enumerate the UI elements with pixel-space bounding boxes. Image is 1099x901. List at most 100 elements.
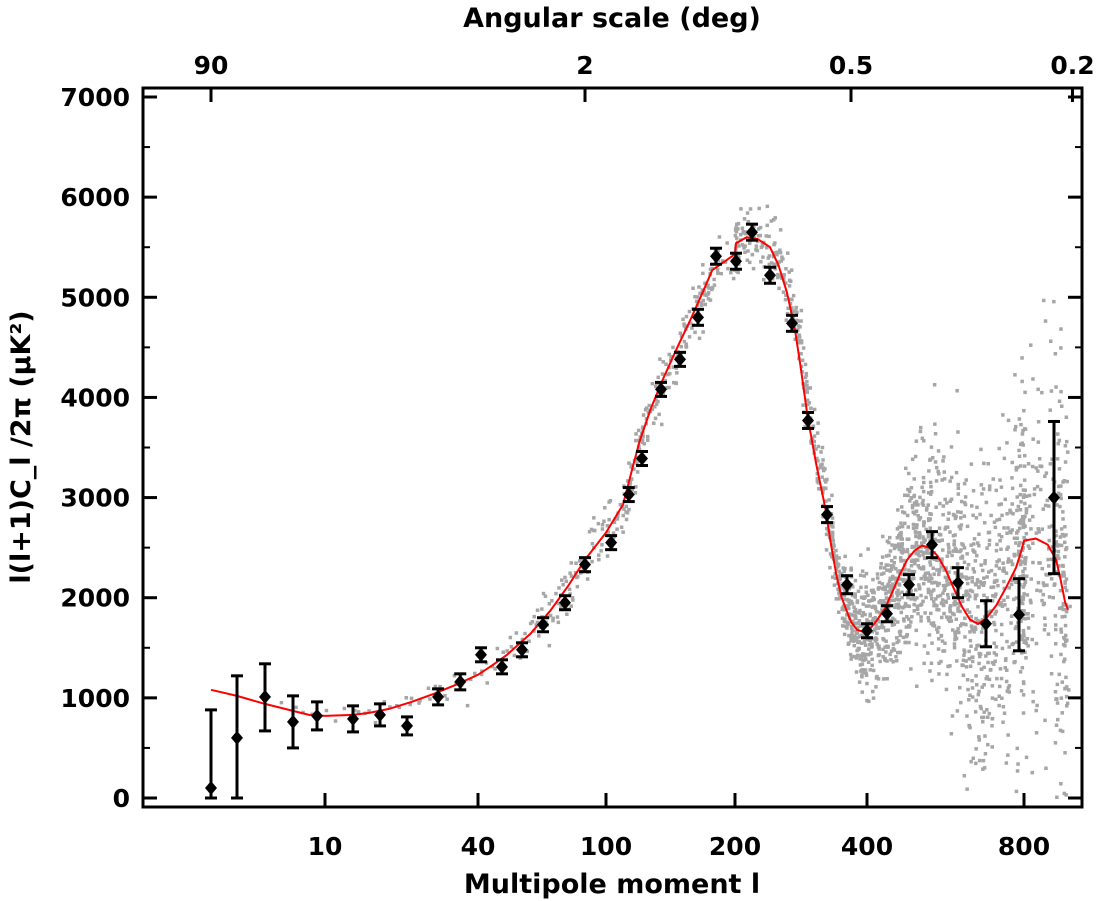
raw-data-dot <box>805 390 809 394</box>
raw-data-dot <box>895 591 899 595</box>
raw-data-dot <box>877 586 881 590</box>
raw-data-dot <box>886 582 890 586</box>
raw-data-dot <box>1031 541 1035 546</box>
raw-data-dot <box>948 664 952 668</box>
raw-data-dot <box>907 537 911 541</box>
raw-data-dot <box>605 554 610 558</box>
raw-data-dot <box>1045 498 1050 503</box>
raw-data-dot <box>916 611 920 616</box>
data-marker <box>347 711 359 726</box>
raw-data-dot <box>912 576 916 581</box>
raw-data-dot <box>929 593 933 597</box>
raw-data-dot <box>666 372 670 377</box>
raw-data-dot <box>1000 696 1004 700</box>
raw-data-dot <box>914 499 919 504</box>
raw-data-dot <box>1055 503 1059 507</box>
raw-data-dot <box>710 287 714 291</box>
raw-data-dot <box>952 645 957 650</box>
raw-data-dot <box>621 530 625 534</box>
raw-data-dot <box>618 502 623 507</box>
raw-data-dot <box>576 574 580 579</box>
raw-data-dot <box>883 656 887 661</box>
raw-data-dot <box>784 318 789 322</box>
raw-data-dot <box>980 492 984 496</box>
raw-data-dot <box>1022 493 1026 497</box>
raw-data-dot <box>1064 793 1068 797</box>
raw-data-dot <box>1011 577 1015 582</box>
raw-data-dot <box>528 621 533 626</box>
data-marker <box>841 577 853 592</box>
raw-data-dot <box>938 567 942 572</box>
raw-data-dot <box>428 697 432 701</box>
raw-data-dot <box>1004 679 1009 684</box>
binned-point <box>926 530 938 560</box>
raw-data-dot <box>875 674 879 679</box>
raw-data-dot <box>999 485 1004 489</box>
raw-data-dot <box>895 659 899 663</box>
raw-data-dot <box>986 462 990 466</box>
raw-data-dot <box>863 668 868 672</box>
raw-data-dot <box>650 381 655 386</box>
raw-data-dot <box>656 399 660 404</box>
raw-data-dot <box>834 548 838 553</box>
raw-data-dot <box>443 693 447 698</box>
raw-data-dot <box>866 660 871 664</box>
raw-data-dot <box>1005 607 1010 612</box>
raw-data-dot <box>898 556 903 560</box>
raw-data-dot <box>910 615 914 619</box>
raw-data-dot <box>937 637 941 641</box>
raw-data-dot <box>723 260 728 264</box>
raw-data-dot <box>919 567 924 571</box>
raw-data-dot <box>911 522 916 527</box>
raw-data-dot <box>1006 545 1010 549</box>
raw-data-dot <box>667 385 671 390</box>
raw-data-dot <box>1022 582 1027 587</box>
raw-data-dot <box>912 561 917 566</box>
raw-data-dot <box>1018 492 1022 497</box>
raw-data-dot <box>843 617 847 621</box>
raw-data-dot <box>914 531 918 535</box>
raw-data-dot <box>979 630 984 634</box>
raw-data-dot <box>1042 298 1046 303</box>
raw-data-dot <box>1015 536 1019 540</box>
raw-data-dot <box>1010 460 1014 465</box>
raw-data-dot <box>886 628 890 632</box>
raw-data-dot <box>1065 439 1069 444</box>
raw-data-dot <box>851 628 855 632</box>
raw-data-dot <box>892 618 897 622</box>
raw-data-dot <box>942 470 946 474</box>
raw-data-dot <box>940 615 944 620</box>
raw-data-dot <box>907 624 911 628</box>
raw-data-dot <box>1030 770 1034 775</box>
raw-data-dot <box>909 597 913 601</box>
raw-data-dot <box>1001 561 1005 565</box>
raw-data-dot <box>950 553 954 558</box>
raw-data-dot <box>758 225 763 230</box>
raw-data-dot <box>734 226 738 230</box>
raw-data-dot <box>984 654 988 658</box>
raw-data-dot <box>1036 420 1041 424</box>
raw-data-dot <box>898 629 903 634</box>
raw-data-dot <box>921 498 925 503</box>
raw-data-dot <box>990 745 994 749</box>
raw-data-dot <box>1059 543 1064 548</box>
raw-data-dot <box>930 581 934 585</box>
raw-data-dot <box>418 698 422 703</box>
raw-data-dot <box>929 445 934 449</box>
raw-data-dot <box>900 542 904 546</box>
raw-data-dot <box>1002 456 1007 461</box>
raw-data-dot <box>959 572 964 577</box>
raw-data-dot <box>1064 415 1069 419</box>
raw-data-dot <box>1021 693 1026 697</box>
raw-data-dot <box>547 643 552 648</box>
raw-data-dot <box>932 383 937 387</box>
raw-data-dot <box>978 512 982 517</box>
raw-data-dot <box>1034 708 1038 713</box>
raw-data-dot <box>974 647 978 651</box>
raw-data-dot <box>797 335 802 339</box>
raw-data-dot <box>994 488 998 493</box>
raw-data-dot <box>593 528 597 533</box>
x-tick-label: 100 <box>580 832 632 861</box>
raw-data-dot <box>979 706 983 711</box>
raw-data-dot <box>977 532 981 536</box>
